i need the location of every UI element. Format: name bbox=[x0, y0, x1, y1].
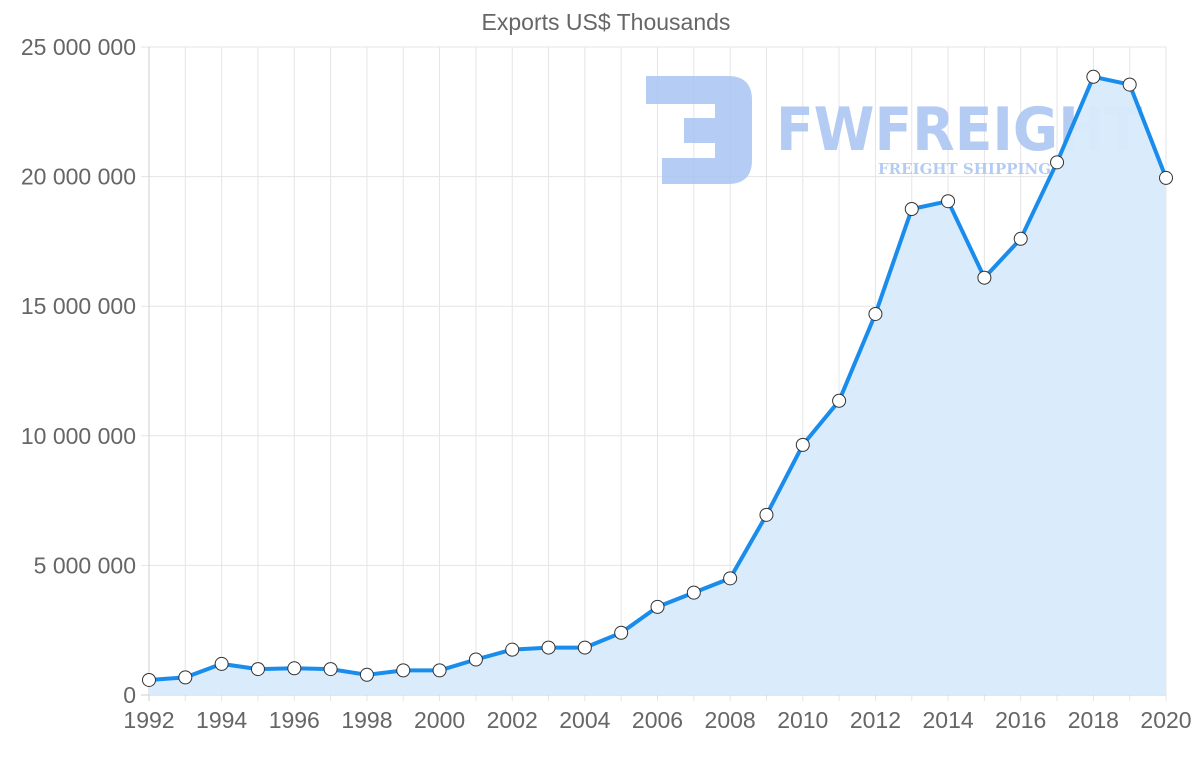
x-tick-label: 1996 bbox=[269, 707, 320, 733]
data-point-2009[interactable] bbox=[759, 507, 774, 522]
data-point-2020[interactable] bbox=[1159, 170, 1173, 185]
data-point-2004[interactable] bbox=[577, 640, 592, 655]
x-tick-label: 1992 bbox=[123, 707, 174, 733]
watermark-tagline: FREIGHT SHIPPING bbox=[878, 160, 1051, 178]
chart-title: Exports US$ Thousands bbox=[482, 9, 731, 35]
data-point-2010[interactable] bbox=[795, 437, 810, 452]
x-axis-ticks: 1992 1994 1996 1998 2000 2002 2004 2006 2008 2010… bbox=[123, 707, 1191, 733]
y-tick-label: 10 000 000 bbox=[21, 423, 136, 449]
x-tick-label: 2004 bbox=[559, 707, 610, 733]
data-point-1998[interactable] bbox=[359, 667, 374, 682]
data-point-1999[interactable] bbox=[396, 663, 411, 678]
data-point-2015[interactable] bbox=[977, 270, 992, 285]
data-point-1997[interactable] bbox=[323, 662, 338, 677]
y-axis-ticks: 0 5 000 000 10 000 000 15 000 000 20 000 000… bbox=[21, 34, 136, 708]
data-point-2002[interactable] bbox=[505, 642, 520, 657]
data-point-2013[interactable] bbox=[904, 202, 919, 216]
x-tick-label: 2014 bbox=[922, 707, 973, 733]
data-point-1993[interactable] bbox=[178, 670, 193, 685]
data-point-1995[interactable] bbox=[250, 662, 265, 677]
x-tick-label: 2010 bbox=[777, 707, 828, 733]
data-point-2003[interactable] bbox=[541, 640, 556, 655]
x-tick-label: 2012 bbox=[850, 707, 901, 733]
data-point-1996[interactable] bbox=[287, 661, 302, 676]
data-point-2011[interactable] bbox=[832, 393, 847, 408]
x-tick-label: 2018 bbox=[1068, 707, 1119, 733]
y-tick-label: 20 000 000 bbox=[21, 164, 136, 190]
data-point-2005[interactable] bbox=[614, 625, 629, 640]
data-point-2008[interactable] bbox=[723, 571, 738, 586]
data-point-2006[interactable] bbox=[650, 599, 665, 614]
x-tick-label: 1994 bbox=[196, 707, 247, 733]
data-point-2012[interactable] bbox=[868, 306, 883, 321]
data-points bbox=[142, 69, 1173, 687]
x-tick-label: 2016 bbox=[995, 707, 1046, 733]
data-point-2000[interactable] bbox=[432, 663, 447, 678]
x-tick-label: 2006 bbox=[632, 707, 683, 733]
data-point-2007[interactable] bbox=[686, 585, 701, 600]
y-tick-label: 0 bbox=[123, 682, 136, 708]
series-area bbox=[149, 76, 1166, 696]
y-tick-label: 5 000 000 bbox=[34, 552, 136, 578]
watermark-logo-mark bbox=[646, 76, 752, 184]
y-tick-label: 25 000 000 bbox=[21, 34, 136, 60]
data-point-2019[interactable] bbox=[1122, 77, 1137, 92]
y-tick-label: 15 000 000 bbox=[21, 293, 136, 319]
x-tick-label: 2000 bbox=[414, 707, 465, 733]
data-point-2014[interactable] bbox=[941, 194, 956, 209]
x-tick-label: 2002 bbox=[487, 707, 538, 733]
data-point-2016[interactable] bbox=[1013, 231, 1028, 246]
data-point-1992[interactable] bbox=[142, 672, 156, 687]
x-tick-label: 1998 bbox=[341, 707, 392, 733]
data-point-2001[interactable] bbox=[468, 652, 483, 667]
data-point-2017[interactable] bbox=[1050, 155, 1065, 170]
data-point-1994[interactable] bbox=[214, 656, 229, 671]
data-point-2018[interactable] bbox=[1086, 69, 1101, 84]
x-tick-label: 2020 bbox=[1140, 707, 1191, 733]
x-tick-label: 2008 bbox=[705, 707, 756, 733]
